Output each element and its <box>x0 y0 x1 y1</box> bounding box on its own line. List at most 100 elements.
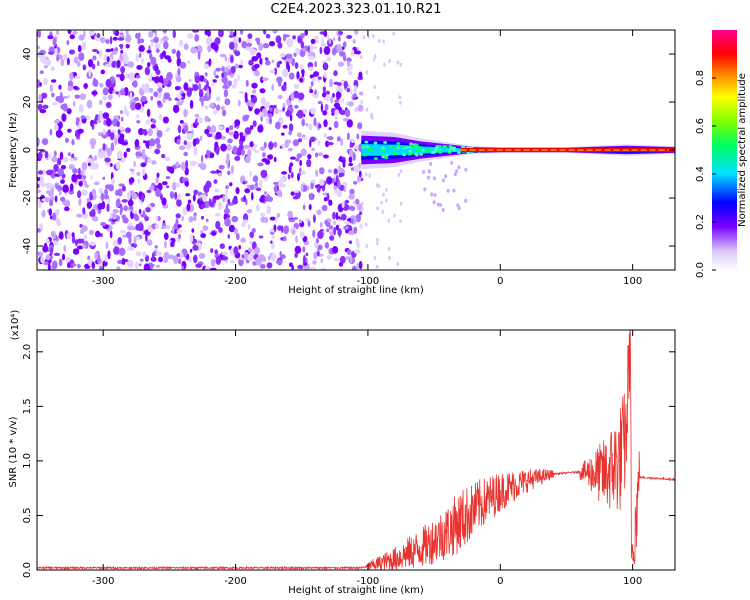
noise-speck <box>116 59 121 69</box>
noise-speck <box>227 30 232 33</box>
noise-speck <box>310 107 316 115</box>
noise-speck <box>105 101 112 109</box>
noise-speck <box>76 174 83 180</box>
noise-speck <box>271 235 275 239</box>
noise-speck <box>176 229 183 233</box>
y-tick-label: 0.0 <box>22 562 33 578</box>
noise-speck <box>176 138 181 145</box>
noise-speck <box>227 234 230 239</box>
noise-speck <box>293 83 300 89</box>
noise-speck <box>342 160 346 168</box>
noise-speck <box>332 246 339 254</box>
noise-speck <box>376 206 379 211</box>
noise-speck <box>167 166 174 173</box>
noise-speck <box>248 102 255 108</box>
noise-speck <box>344 199 350 204</box>
noise-speck <box>195 263 202 268</box>
noise-speck <box>177 68 181 77</box>
noise-speck <box>187 33 194 39</box>
noise-speck <box>147 128 153 137</box>
noise-speck <box>339 172 345 177</box>
noise-speck <box>262 152 266 158</box>
noise-speck <box>353 165 360 174</box>
noise-speck <box>179 61 187 69</box>
noise-speck <box>247 224 251 230</box>
noise-speck <box>230 54 234 64</box>
noise-region <box>37 30 403 270</box>
noise-speck <box>143 263 150 270</box>
noise-speck <box>162 50 166 57</box>
noise-speck <box>134 139 140 148</box>
noise-speck <box>329 231 334 235</box>
noise-speck <box>71 173 78 183</box>
noise-speck <box>198 88 204 98</box>
noise-speck <box>268 141 274 150</box>
noise-speck <box>147 62 151 68</box>
noise-speck <box>138 45 145 52</box>
noise-speck <box>350 49 355 57</box>
noise-speck <box>346 57 352 63</box>
noise-speck <box>193 254 198 264</box>
noise-speck <box>225 203 229 213</box>
noise-speck <box>305 252 309 257</box>
noise-speck <box>265 60 271 66</box>
noise-speck <box>119 44 124 48</box>
noise-speck <box>244 180 248 184</box>
noise-speck <box>104 254 108 263</box>
noise-speck <box>316 185 321 193</box>
noise-speck <box>370 115 374 120</box>
noise-speck <box>342 41 347 48</box>
noise-speck <box>302 136 307 140</box>
noise-speck <box>136 75 141 79</box>
noise-speck <box>325 140 330 148</box>
noise-speck <box>256 187 262 192</box>
noise-speck <box>146 189 152 193</box>
noise-speck <box>343 80 348 89</box>
noise-speck <box>365 107 369 112</box>
noise-speck <box>270 240 273 244</box>
noise-speck <box>207 44 212 53</box>
noise-speck <box>277 225 283 231</box>
snr-point <box>446 531 448 533</box>
noise-speck <box>245 46 252 51</box>
noise-speck <box>154 126 159 132</box>
noise-speck <box>296 153 303 159</box>
noise-speck <box>137 37 141 45</box>
noise-speck <box>72 85 79 90</box>
noise-speck <box>104 184 112 190</box>
noise-speck <box>64 206 70 212</box>
noise-speck <box>109 36 113 45</box>
noise-speck <box>80 115 86 120</box>
noise-speck <box>317 230 324 239</box>
noise-speck <box>327 169 333 173</box>
noise-speck <box>84 184 89 188</box>
noise-speck <box>311 147 315 152</box>
noise-speck <box>58 231 64 240</box>
noise-speck <box>329 225 333 230</box>
noise-speck <box>287 210 293 219</box>
noise-speck <box>141 85 147 91</box>
noise-speck <box>232 145 238 155</box>
noise-speck <box>133 235 137 245</box>
noise-speck <box>120 30 124 34</box>
noise-speck <box>233 130 239 140</box>
noise-speck <box>325 94 330 102</box>
noise-speck <box>114 30 120 36</box>
noise-speck <box>97 254 101 263</box>
noise-speck <box>67 30 72 35</box>
noise-speck <box>94 162 99 170</box>
noise-speck <box>327 142 334 146</box>
noise-speck <box>267 255 271 261</box>
noise-speck <box>349 188 355 195</box>
noise-speck <box>137 222 144 232</box>
noise-speck <box>117 136 125 145</box>
noise-speck <box>238 37 242 43</box>
noise-speck <box>233 246 239 256</box>
noise-speck <box>351 265 357 270</box>
noise-speck <box>133 212 138 220</box>
snr-plot: -300 -200 -100 0 100 0.0 0.5 1.0 1.5 2.0 Height … <box>8 310 676 596</box>
noise-speck <box>89 210 94 217</box>
noise-speck <box>48 208 53 216</box>
noise-speck <box>359 211 363 216</box>
